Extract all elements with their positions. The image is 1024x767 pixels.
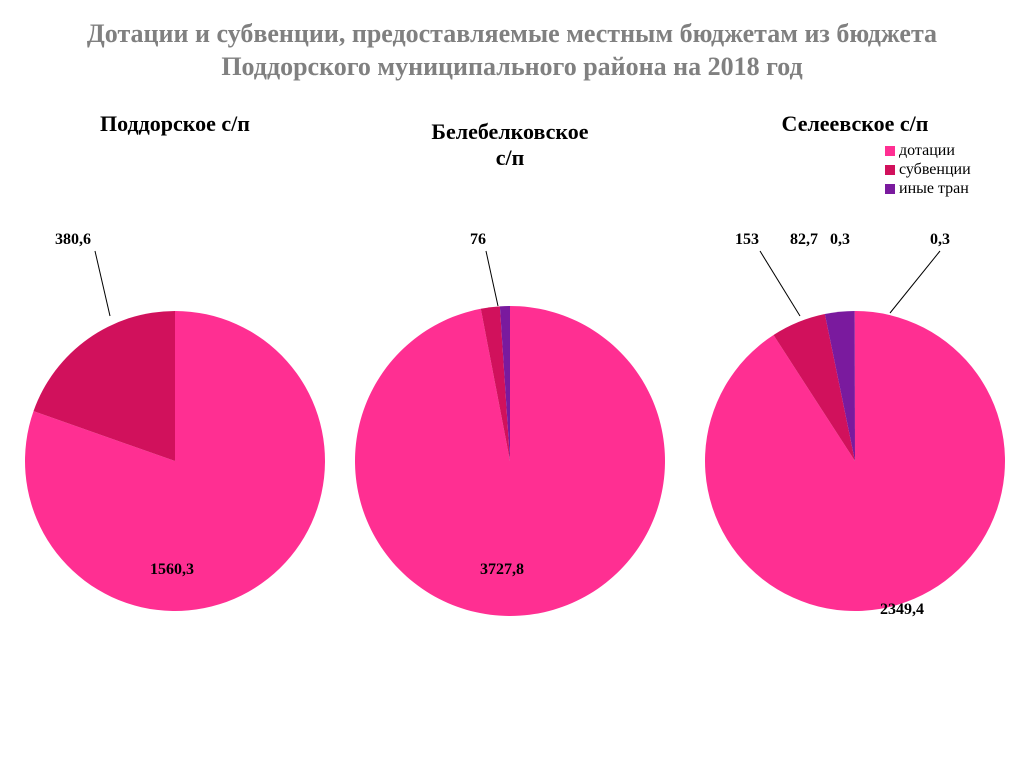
pie-data-label: 0,3	[930, 231, 950, 249]
pie-data-label: 153	[735, 231, 759, 249]
pie-data-label: 380,6	[55, 231, 91, 249]
pie-data-label: 3727,8	[480, 561, 524, 579]
pie-data-label: 82,7	[790, 231, 818, 249]
pie-data-label: 0,3	[830, 231, 850, 249]
pie-data-label: 1560,3	[150, 561, 194, 579]
charts-container: Поддорское с/п Белебелковское с/п Селеев…	[0, 91, 1024, 711]
labels-layer: 1560,3 380,6 3727,8 76 2349,4 153 82,7 0,3 0,3	[0, 91, 1024, 711]
pie-data-label: 76	[470, 231, 486, 249]
pie-data-label: 2349,4	[880, 601, 924, 619]
page-title: Дотации и субвенции, предоставляемые мес…	[0, 0, 1024, 91]
